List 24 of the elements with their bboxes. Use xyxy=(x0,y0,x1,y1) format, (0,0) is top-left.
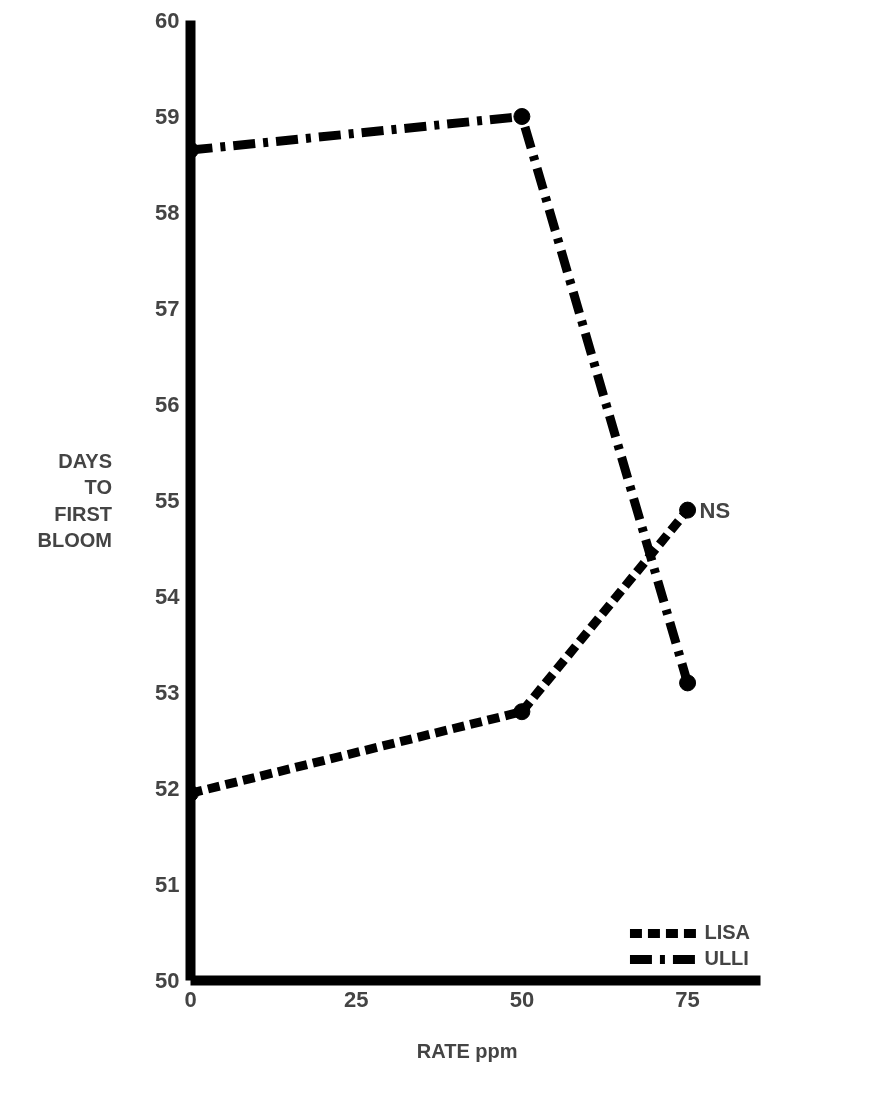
y-tick-label: 53 xyxy=(155,680,180,705)
y-tick-label: 51 xyxy=(155,872,180,897)
x-tick-label: 75 xyxy=(675,986,700,1012)
x-tick-label: 0 xyxy=(184,986,197,1012)
point xyxy=(513,108,531,125)
annotation: NS xyxy=(699,497,731,523)
y-tick-label: 52 xyxy=(155,776,180,801)
y-tick-label: 56 xyxy=(155,392,180,417)
x-tick-label: 25 xyxy=(343,986,369,1012)
point xyxy=(513,703,531,721)
y-tick-label: 59 xyxy=(155,104,180,129)
point xyxy=(679,501,697,519)
y-tick-label: 55 xyxy=(155,488,180,513)
y-tick-label: 50 xyxy=(155,968,180,993)
legend-label: ULLI xyxy=(704,947,749,970)
y-tick-label: 60 xyxy=(155,8,180,33)
x-tick-label: 50 xyxy=(509,986,535,1012)
y-tick-label: 54 xyxy=(155,584,181,609)
y-axis-title: DAYS TO FIRST BLOOM xyxy=(37,449,113,552)
legend-label: LISA xyxy=(704,921,750,944)
x-axis-title: RATE ppm xyxy=(416,1039,518,1062)
point xyxy=(679,674,697,692)
y-tick-label: 58 xyxy=(155,200,180,225)
y-tick-label: 57 xyxy=(155,296,180,321)
